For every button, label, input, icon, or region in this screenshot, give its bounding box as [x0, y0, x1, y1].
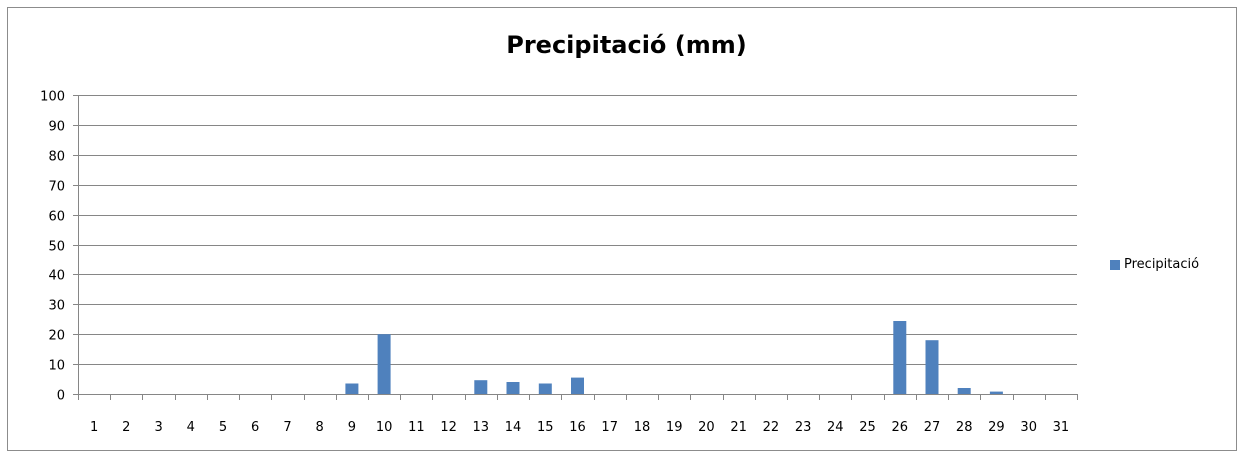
x-tick-label: 29: [988, 420, 1005, 435]
bar-day-16: [571, 377, 584, 394]
x-tick-label: 25: [859, 420, 876, 435]
legend-swatch: [1110, 259, 1120, 270]
x-tick-label: 15: [537, 420, 554, 435]
x-tick-label: 26: [892, 420, 909, 435]
x-tick-label: 27: [924, 420, 941, 435]
axes: [78, 95, 1078, 400]
x-tick-label: 10: [376, 420, 393, 435]
y-tick-labels: 0 10 20 30 40 50 60 70 80 90 100: [40, 90, 65, 404]
chart-title: Precipitació (mm): [506, 31, 747, 59]
x-tick-label: 18: [634, 420, 651, 435]
x-tick-label: 21: [730, 420, 747, 435]
x-tick-label: 3: [154, 420, 162, 435]
x-tick-label: 5: [219, 420, 227, 435]
x-tick-label: 12: [440, 420, 457, 435]
y-tick-label: 70: [48, 180, 65, 195]
y-tick-label: 40: [48, 269, 65, 284]
bar-day-26: [893, 321, 907, 394]
x-tick-label: 17: [601, 420, 618, 435]
y-tick-label: 50: [48, 240, 65, 255]
bar-day-14: [506, 382, 520, 394]
x-tick-labels: 1 2 3 4 5 6 7 8 9 10 11 12 13 14 15 16 17 18 19 20 21 22 23 24 2…: [90, 420, 1069, 435]
legend-label: Precipitació: [1124, 257, 1200, 272]
x-tick-label: 2: [122, 420, 130, 435]
x-tick-label: 30: [1020, 420, 1037, 435]
bar-day-15: [538, 383, 552, 394]
bar-day-27: [925, 340, 939, 394]
x-tick-label: 31: [1053, 420, 1070, 435]
x-tick-label: 8: [316, 420, 324, 435]
y-tick-label: 80: [48, 150, 65, 165]
x-tick-label: 22: [763, 420, 780, 435]
bar-day-9: [345, 383, 359, 394]
x-tick-label: 19: [666, 420, 683, 435]
x-tick-label: 16: [569, 420, 586, 435]
y-tick-label: 90: [48, 120, 65, 135]
bar-day-10: [377, 334, 391, 394]
x-tick-label: 24: [827, 420, 844, 435]
chart-frame: [7, 7, 1237, 451]
bars: [345, 321, 1003, 394]
x-tick-label: 23: [795, 420, 812, 435]
bar-day-28: [957, 388, 971, 394]
y-tick-label: 30: [48, 299, 65, 314]
x-tick-label: 28: [956, 420, 973, 435]
x-tick-label: 14: [505, 420, 522, 435]
x-tick-label: 13: [473, 420, 490, 435]
x-tick-label: 20: [698, 420, 715, 435]
x-tick-label: 1: [90, 420, 98, 435]
x-tick-label: 4: [187, 420, 195, 435]
y-tick-label: 0: [57, 389, 65, 404]
y-tick-label: 20: [48, 329, 65, 344]
y-tick-label: 60: [48, 210, 65, 225]
legend: Precipitació: [1110, 257, 1199, 272]
x-tick-label: 7: [283, 420, 291, 435]
x-tick-label: 9: [348, 420, 356, 435]
y-tick-label: 100: [40, 90, 65, 105]
x-tick-label: 11: [408, 420, 425, 435]
bar-day-29: [989, 391, 1003, 394]
gridlines: [73, 95, 1077, 395]
x-tick-label: 6: [251, 420, 259, 435]
y-tick-label: 10: [48, 359, 65, 374]
bar-day-13: [474, 380, 488, 394]
